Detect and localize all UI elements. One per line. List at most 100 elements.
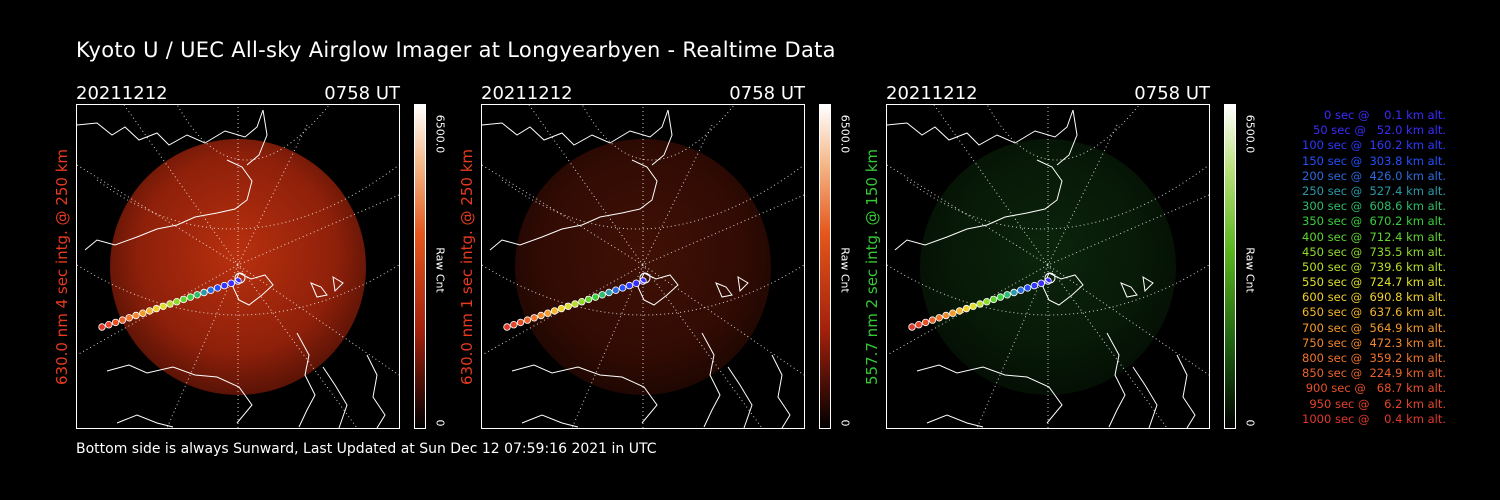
trajectory-marker xyxy=(179,295,188,304)
trajectory-marker xyxy=(949,309,957,317)
coastline xyxy=(232,272,274,306)
coastline xyxy=(916,364,1063,424)
coastline xyxy=(489,159,658,251)
trajectory-marker xyxy=(605,288,613,297)
trajectory-marker xyxy=(193,291,201,299)
trajectory-marker xyxy=(145,307,154,315)
trajectory-marker xyxy=(516,318,525,327)
page-title: Kyoto U / UEC All-sky Airglow Imager at … xyxy=(76,38,836,62)
lat-lon-gridline xyxy=(96,164,399,230)
coastline xyxy=(1132,366,1158,428)
trajectory-marker xyxy=(598,291,606,299)
colorbar xyxy=(414,104,426,429)
coastline xyxy=(511,364,658,424)
colorbar-min-label: 0 xyxy=(1243,419,1257,427)
lat-lon-gridline xyxy=(887,264,1209,316)
coastline xyxy=(887,109,1074,146)
trajectory-marker xyxy=(1017,286,1025,294)
legend-row: 100 sec @ 160.2 km alt. xyxy=(1302,138,1446,153)
coastline xyxy=(651,109,673,166)
trajectory-marker xyxy=(227,279,235,287)
coastline xyxy=(637,272,679,306)
trajectory-marker xyxy=(584,295,593,304)
colorbar-unit-label: Raw Cnt xyxy=(1243,247,1257,293)
trajectory-marker xyxy=(98,323,106,331)
colorbar-max-label: 6500.0 xyxy=(1243,114,1257,154)
trajectory-marker xyxy=(503,323,511,331)
coastline xyxy=(84,159,253,251)
lat-lon-gridline xyxy=(123,105,358,428)
station-marker xyxy=(639,272,651,284)
panel-wavelength-label: 557.7 nm 2 sec intg. @ 150 km xyxy=(863,148,881,385)
trajectory-marker xyxy=(935,314,943,322)
trajectory-marker xyxy=(213,284,222,292)
station-marker xyxy=(1044,272,1056,284)
trajectory-marker xyxy=(523,316,532,324)
trajectory-marker xyxy=(166,300,174,308)
legend-row: 950 sec @ 6.2 km alt. xyxy=(1309,396,1446,411)
legend-row: 150 sec @ 303.8 km alt. xyxy=(1302,153,1446,168)
colorbar-unit-label: Raw Cnt xyxy=(838,247,852,293)
trajectory-marker xyxy=(173,297,181,306)
legend-row: 1000 sec @ 0.4 km alt. xyxy=(1302,411,1446,426)
trajectory-marker xyxy=(105,320,113,329)
trajectory-marker xyxy=(111,318,120,327)
trajectory-marker xyxy=(159,302,167,310)
colorbar-max-label: 6500.0 xyxy=(433,114,447,154)
panel-date: 20211212 xyxy=(76,83,168,104)
allsky-map xyxy=(76,104,400,429)
trajectory-marker xyxy=(571,300,579,308)
lat-lon-gridline xyxy=(77,264,399,316)
legend-row: 750 sec @ 472.3 km alt. xyxy=(1302,335,1446,350)
trajectory-marker xyxy=(118,316,127,324)
coastline xyxy=(116,414,174,428)
coastline xyxy=(296,332,316,428)
trajectory-marker xyxy=(618,284,627,292)
lat-lon-gridline xyxy=(482,264,804,316)
panel-date: 20211212 xyxy=(886,83,978,104)
legend-row: 400 sec @ 712.4 km alt. xyxy=(1302,229,1446,244)
coastline xyxy=(1176,354,1196,428)
trajectory-marker xyxy=(1023,284,1032,292)
legend-row: 900 sec @ 68.7 km alt. xyxy=(1305,381,1446,396)
trajectory-marker xyxy=(1037,279,1045,287)
trajectory-marker xyxy=(921,318,930,327)
coastline xyxy=(482,109,669,146)
legend-row: 800 sec @ 359.2 km alt. xyxy=(1302,351,1446,365)
legend-row: 0 sec @ 0.1 km alt. xyxy=(1323,108,1446,122)
trajectory-marker xyxy=(989,295,998,304)
trajectory-marker xyxy=(557,304,566,313)
coastline xyxy=(894,159,1063,251)
legend-row: 200 sec @ 426.0 km alt. xyxy=(1302,168,1446,183)
colorbar xyxy=(819,104,831,429)
coastline xyxy=(771,354,791,428)
coastline xyxy=(701,332,721,428)
lat-lon-gridline xyxy=(933,105,1168,428)
trajectory-marker xyxy=(632,279,640,287)
colorbar-min-label: 0 xyxy=(838,419,852,427)
trajectory-marker xyxy=(139,309,147,317)
allsky-map xyxy=(886,104,1210,429)
coastline xyxy=(322,366,348,428)
coastline xyxy=(1056,109,1078,166)
trajectory-time-altitude-legend: 0 sec @ 0.1 km alt. 50 sec @ 52.0 km alt.… xyxy=(1260,108,1446,427)
trajectory-marker xyxy=(550,307,559,315)
trajectory-marker xyxy=(908,323,916,331)
legend-row: 450 sec @ 735.5 km alt. xyxy=(1302,244,1446,259)
legend-row: 500 sec @ 739.6 km alt. xyxy=(1302,259,1446,274)
panel-wavelength-label: 630.0 nm 4 sec intg. @ 250 km xyxy=(53,148,71,385)
coastline xyxy=(106,364,253,424)
trajectory-marker xyxy=(955,307,964,315)
coastline xyxy=(727,366,753,428)
legend-row: 700 sec @ 564.9 km alt. xyxy=(1302,320,1446,335)
lat-lon-gridline xyxy=(501,164,804,230)
trajectory-marker xyxy=(537,311,545,320)
station-marker xyxy=(234,272,246,284)
coastline xyxy=(715,276,749,298)
coastline xyxy=(77,109,264,146)
coastline xyxy=(246,109,268,166)
legend-row: 850 sec @ 224.9 km alt. xyxy=(1302,366,1446,381)
imager-panel-630nm-1s: 20211212 0758 UT 630.0 nm 1 sec intg. @ … xyxy=(458,80,891,430)
trajectory-marker xyxy=(1003,291,1011,299)
trajectory-marker xyxy=(530,314,538,322)
